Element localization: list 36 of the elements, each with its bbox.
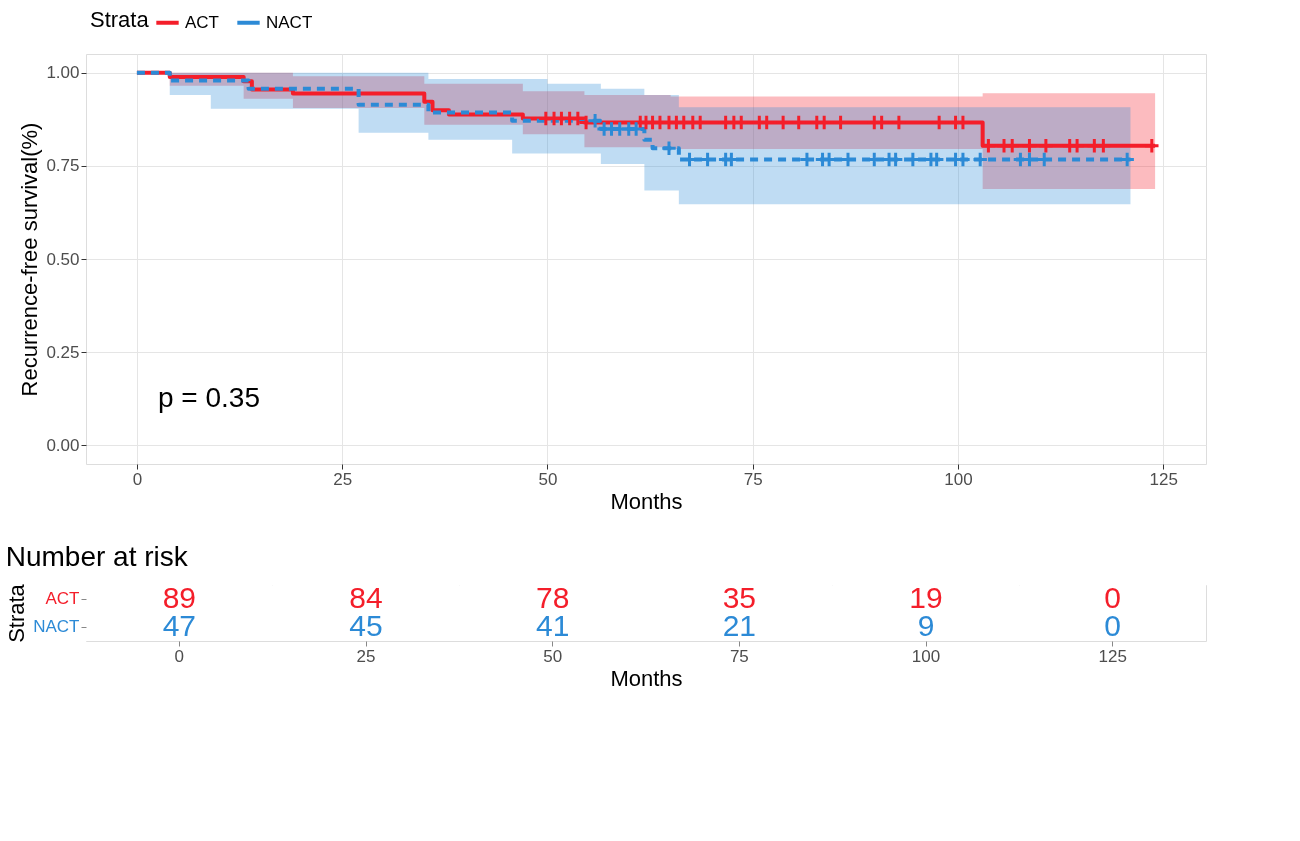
point xyxy=(980,137,997,154)
x-tick-label: 50 xyxy=(538,469,558,489)
annotation: p = 0.35 xyxy=(158,382,260,413)
legend-label: NACT xyxy=(266,12,313,32)
x-tick-label: 75 xyxy=(743,469,763,489)
x-axis-title: Months xyxy=(610,488,683,514)
y-tick-label: 0.00 xyxy=(46,435,80,455)
x-tick-label: 100 xyxy=(944,469,973,489)
legend-label: ACT xyxy=(185,12,219,32)
chart-title: Number at risk xyxy=(5,540,189,572)
x-tick-label: 50 xyxy=(543,646,563,666)
point xyxy=(1021,137,1038,154)
x-tick-label: 125 xyxy=(1149,469,1178,489)
x-tick-label: 0 xyxy=(174,646,185,666)
legend-title: Strata xyxy=(90,7,150,32)
point xyxy=(971,151,989,168)
point xyxy=(1037,137,1055,154)
x-tick-label: 0 xyxy=(132,469,143,489)
y-tick-label: NACT xyxy=(33,617,80,636)
x-tick-label: 125 xyxy=(1098,646,1127,666)
point xyxy=(660,140,678,157)
y-axis-title: Strata xyxy=(4,583,30,643)
x-tick-label: 100 xyxy=(911,646,941,666)
x-tick-label: 25 xyxy=(356,646,376,666)
x-tick-label: 25 xyxy=(333,469,353,489)
x-tick-label: 75 xyxy=(729,646,749,666)
y-axis-title: Recurrence-free survival(%) xyxy=(17,122,43,397)
y-tick-label: ACT xyxy=(45,589,80,608)
point xyxy=(1143,137,1161,154)
y-tick-label: 0.50 xyxy=(46,249,80,269)
y-tick-label: 1.00 xyxy=(46,63,80,83)
point xyxy=(1095,137,1112,154)
y-tick-label: 0.25 xyxy=(46,342,80,362)
point xyxy=(1004,137,1021,154)
y-tick-label: 0.75 xyxy=(46,156,80,176)
x-axis-title: Months xyxy=(610,665,683,691)
